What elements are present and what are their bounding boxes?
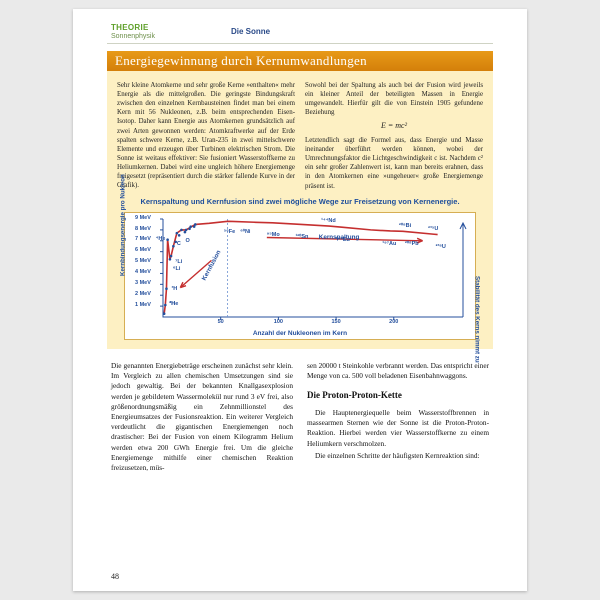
panel-text-a: Sowohl bei der Spaltung als auch bei der… bbox=[305, 82, 483, 116]
body-p2b: Die Hauptenergiequelle beim Wasserstoffb… bbox=[307, 408, 489, 449]
info-panel: Sehr kleine Atomkerne und sehr große Ker… bbox=[107, 71, 493, 349]
panel-text-b: Letztendlich sagt die Formel aus, dass E… bbox=[305, 137, 483, 190]
header-topic: Die Sonne bbox=[231, 27, 270, 36]
panel-col-left: Sehr kleine Atomkerne und sehr große Ker… bbox=[117, 81, 295, 191]
body-p1: Die genannten Energiebeträge erscheinen … bbox=[111, 361, 293, 473]
einstein-formula: E = mc² bbox=[305, 121, 483, 132]
textbook-page: THEORIE Sonnenphysik Die Sonne Energiege… bbox=[73, 9, 527, 591]
panel-caption: Kernspaltung und Kernfusion sind zwei mö… bbox=[117, 197, 483, 206]
body-p2a: sen 20000 t Steinkohle verbrannt werden.… bbox=[307, 361, 489, 381]
body-p2c: Die einzelnen Schritte der häufigsten Ke… bbox=[307, 451, 489, 461]
panel-col-right: Sowohl bei der Spaltung als auch bei der… bbox=[305, 81, 483, 191]
body-col-left: Die genannten Energiebeträge erscheinen … bbox=[111, 361, 293, 475]
section-title: Energiegewinnung durch Kernumwandlungen bbox=[107, 51, 493, 71]
header-sub: Sonnenphysik bbox=[111, 33, 155, 40]
header-block: THEORIE Sonnenphysik bbox=[111, 23, 155, 40]
subsection-title: Die Proton-Proton-Kette bbox=[307, 389, 489, 402]
binding-energy-chart: Kernbindungsenergie pro Nukleon Stabilit… bbox=[124, 212, 476, 340]
page-number: 48 bbox=[111, 572, 119, 581]
header-rule bbox=[107, 43, 493, 44]
header-theorie: THEORIE bbox=[111, 23, 155, 32]
body-text: Die genannten Energiebeträge erscheinen … bbox=[111, 361, 489, 475]
body-col-right: sen 20000 t Steinkohle verbrannt werden.… bbox=[307, 361, 489, 475]
